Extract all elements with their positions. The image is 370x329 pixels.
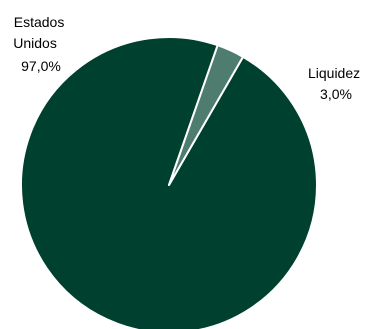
slice-label-estados-unidos: Estados Unidos 97,0% bbox=[13, 14, 68, 74]
pie-slice-1 bbox=[168, 44, 244, 186]
slice-label-liquidez-line-1: Liquidez bbox=[308, 65, 360, 81]
slice-label-estados-unidos-line-2: Unidos bbox=[13, 35, 57, 51]
slice-label-liquidez: Liquidez 3,0% bbox=[308, 65, 364, 102]
slice-value-estados-unidos: 97,0% bbox=[21, 58, 61, 74]
pie-slices bbox=[19, 35, 318, 329]
slice-value-liquidez: 3,0% bbox=[320, 86, 352, 102]
slice-label-estados-unidos-line-1: Estados bbox=[14, 14, 65, 30]
